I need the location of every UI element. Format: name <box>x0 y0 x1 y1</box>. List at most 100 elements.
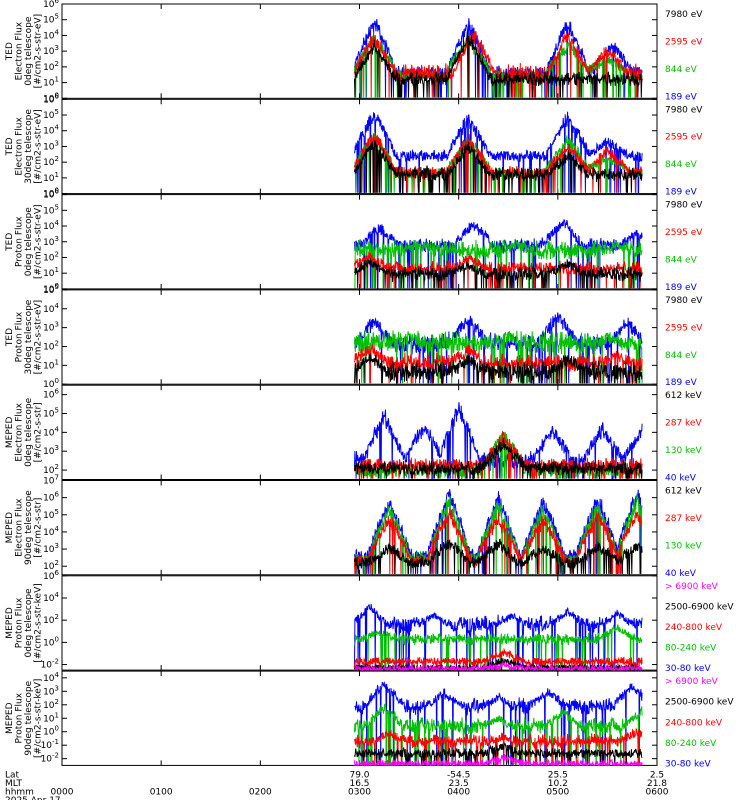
y-tick-label: 101 <box>43 711 59 724</box>
legend-entry: 189 eV <box>665 283 698 293</box>
y-tick-label: 101 <box>43 76 59 89</box>
y-tick-label: 104 <box>43 425 59 438</box>
y-axis-label-line: [#/cm2-s-str] <box>34 498 44 558</box>
panel-4: 100 101 102 103 104 105 TED Proton Flux 30deg te… <box>5 283 703 390</box>
y-tick-label: 105 <box>43 406 59 419</box>
y-axis-label-line: 30deg telescope <box>24 109 34 184</box>
legend-entry: 2500-6900 keV <box>665 602 734 612</box>
y-tick-label: 105 <box>43 203 59 216</box>
legend-entry: 130 keV <box>665 541 702 551</box>
y-tick-label: 105 <box>43 13 59 26</box>
y-axis-label-line: MEPED <box>5 512 15 544</box>
legend-entry: 80-240 keV <box>665 739 717 749</box>
legend-entry: 240-800 keV <box>665 623 723 633</box>
y-axis-label-line: 90deg telescope <box>24 680 34 755</box>
y-axis-label-line: [#/cm2-s-str-keV] <box>34 583 44 662</box>
legend-entry: 189 eV <box>665 188 698 198</box>
legend-entry: 2595 eV <box>665 228 703 238</box>
y-tick-label: 102 <box>43 339 59 352</box>
y-tick-label: 102 <box>43 155 59 168</box>
x-axis-labels: Lat 79.0 -54.5 25.5 2.5 MLT 16.5 23.5 10.2 21.8 hh… <box>5 770 669 800</box>
series-trace <box>354 353 643 385</box>
x-row-label: Lat <box>5 770 20 780</box>
y-tick-label: 100 <box>43 187 59 200</box>
legend-entry: 844 eV <box>665 160 698 170</box>
legend-entry: 189 eV <box>665 378 698 388</box>
legend-entry: 2595 eV <box>665 323 703 333</box>
series-trace <box>354 742 643 766</box>
legend-entry: 844 eV <box>665 255 698 265</box>
legend-entry: 2595 eV <box>665 37 703 47</box>
series-trace <box>354 493 643 575</box>
y-tick-label: 103 <box>43 542 59 555</box>
y-tick-label: 104 <box>43 525 59 538</box>
y-tick-label: 102 <box>43 463 59 476</box>
panel-2: 100 101 102 103 104 105 106 TED Electron Flux 30d… <box>5 92 703 199</box>
y-axis-label-line: 0deg telescope <box>24 16 34 86</box>
series-trace <box>354 402 643 480</box>
legend-entry: 40 keV <box>665 569 697 579</box>
y-tick-label: 105 <box>43 508 59 521</box>
legend-entry: 7980 eV <box>665 105 703 115</box>
y-tick-label: 104 <box>43 591 59 604</box>
y-tick-label: 105 <box>43 108 59 121</box>
y-axis-label-line: TED <box>5 328 15 347</box>
date-label: 2025 Apr 17 <box>5 796 61 800</box>
legend-entry: 240-800 keV <box>665 718 723 728</box>
x-row-value: 0200 <box>249 787 272 797</box>
x-row-label: hhmm <box>5 787 34 797</box>
y-tick-label: 103 <box>43 235 59 248</box>
y-tick-label: 104 <box>43 124 59 137</box>
x-row-value: 16.5 <box>349 779 369 789</box>
series-trace <box>354 111 643 194</box>
series-trace <box>354 437 643 480</box>
y-axis-label-line: [#/cm2-s-str-eV] <box>34 204 44 279</box>
series-trace <box>354 624 643 670</box>
y-axis-label-line: 90deg telescope <box>24 490 34 565</box>
y-axis-label-line: [#/cm2-s-str-eV] <box>34 300 44 375</box>
y-tick-label: 102 <box>43 698 59 711</box>
y-axis-label-line: [#/cm2-s-str-keV] <box>34 679 44 758</box>
y-tick-label: 106 <box>43 569 59 582</box>
x-row-value: 79.0 <box>349 770 369 780</box>
y-axis-label-line: TED <box>5 233 15 252</box>
x-row-value: 0300 <box>348 787 371 797</box>
y-axis-label-line: MEPED <box>5 417 15 449</box>
y-tick-label: 103 <box>43 44 59 57</box>
y-tick-label: 106 <box>43 188 59 201</box>
y-axis-label-line: Electron Flux <box>15 21 25 80</box>
legend-entry: 612 keV <box>665 391 702 401</box>
y-axis-label-line: Electron Flux <box>15 117 25 176</box>
y-axis-label-line: 0deg telescope <box>24 397 34 467</box>
legend-entry: 7980 eV <box>665 201 703 211</box>
y-tick-label: 102 <box>43 559 59 572</box>
y-tick-label: 100 <box>43 377 59 390</box>
legend-entry: 844 eV <box>665 65 698 75</box>
legend-entry: 7980 eV <box>665 296 703 306</box>
y-tick-label: 103 <box>43 139 59 152</box>
y-tick-label: 103 <box>43 684 59 697</box>
x-row-value: 21.8 <box>647 779 667 789</box>
x-row-value: 0400 <box>447 787 470 797</box>
y-axis-label-line: Proton Flux <box>15 597 25 648</box>
series-trace <box>354 661 643 672</box>
y-tick-label: 103 <box>43 321 59 334</box>
y-tick-label: 104 <box>43 28 59 41</box>
y-tick-label: 101 <box>43 358 59 371</box>
y-tick-label: 104 <box>43 671 59 684</box>
panel-3: 100 101 102 103 104 105 106 TED Proton Flux 0deg … <box>5 188 703 295</box>
y-axis-label-line: MEPED <box>5 607 15 639</box>
y-tick-label: 106 <box>43 491 59 504</box>
y-axis-label-line: Electron Flux <box>15 498 25 557</box>
series-trace <box>354 31 643 98</box>
series-trace <box>354 754 643 768</box>
x-row-value: 10.2 <box>548 779 568 789</box>
y-axis-label-line: Proton Flux <box>15 692 25 743</box>
legend-entry: 30-80 keV <box>665 664 711 674</box>
series-trace <box>354 538 643 575</box>
y-tick-label: 103 <box>43 444 59 457</box>
series-trace <box>354 703 643 766</box>
